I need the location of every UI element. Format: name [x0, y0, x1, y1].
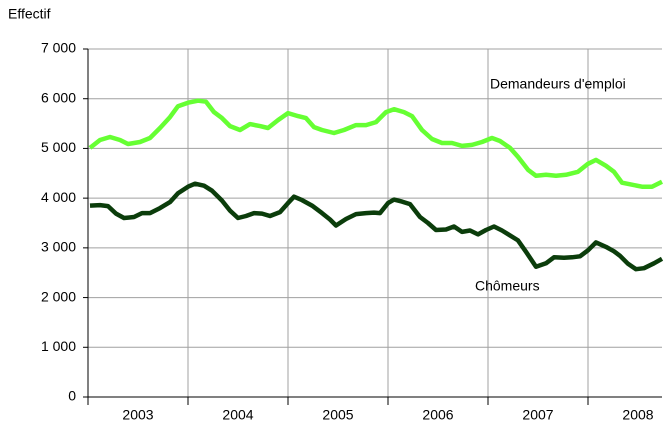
x-tick-label: 2006	[422, 407, 453, 423]
series-label: Demandeurs d'emploi	[490, 76, 626, 92]
x-tick-label: 2005	[322, 407, 353, 423]
x-tick-label: 2003	[122, 407, 153, 423]
y-tick-label: 1 000	[41, 338, 76, 354]
y-tick-label: 3 000	[41, 239, 76, 255]
x-tick-label: 2004	[222, 407, 253, 423]
series-line	[89, 181, 664, 272]
y-tick-label: 5 000	[41, 139, 76, 155]
y-tick-label: 0	[68, 388, 76, 404]
y-tick-label: 6 000	[41, 89, 76, 105]
x-tick-label: 2007	[522, 407, 553, 423]
series-line	[88, 98, 664, 189]
y-tick-label: 7 000	[41, 40, 76, 56]
y-tick-label: 2 000	[41, 288, 76, 304]
y-axis-title: Effectif	[8, 6, 51, 22]
y-tick-label: 4 000	[41, 189, 76, 205]
x-tick-label: 2008	[622, 407, 653, 423]
series-label: Chômeurs	[475, 278, 540, 294]
